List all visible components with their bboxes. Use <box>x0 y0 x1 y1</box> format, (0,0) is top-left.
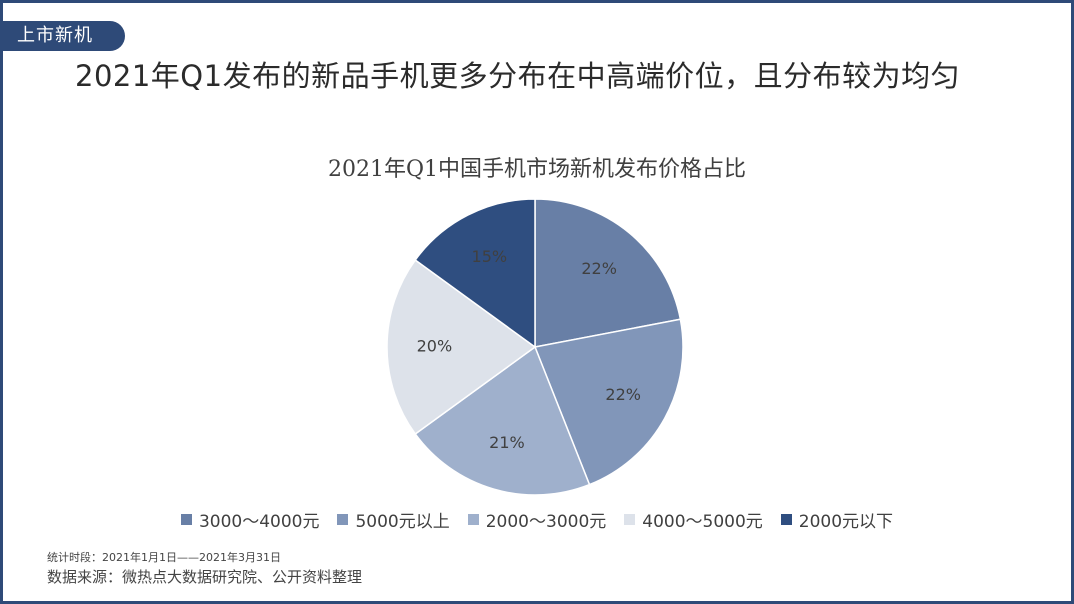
slice-data-label: 20% <box>417 337 453 356</box>
legend-item: 4000～5000元 <box>624 507 763 532</box>
legend-swatch <box>337 514 349 525</box>
legend-swatch <box>624 514 636 525</box>
legend-label: 2000～3000元 <box>485 512 607 532</box>
chart-title: 2021年Q1中国手机市场新机发布价格占比 <box>327 157 747 182</box>
slice-data-label: 21% <box>489 433 525 452</box>
legend-item: 3000～4000元 <box>180 507 320 532</box>
pie-slice <box>386 258 537 436</box>
legend-swatch <box>780 514 792 525</box>
legend-item: 2000～3000元 <box>467 507 607 532</box>
pie-slice <box>534 198 682 348</box>
pie-slice <box>414 345 591 496</box>
pie-slice <box>414 198 536 349</box>
legend-label: 4000～5000元 <box>642 512 763 532</box>
legend-label: 2000元以下 <box>798 512 894 532</box>
pie-chart: 22% 22% 21% 20% 15% <box>386 198 684 496</box>
footnote-period: 统计时段：2021年1月1日——2021年3月31日 <box>47 551 281 564</box>
legend-item: 2000元以下 <box>780 507 894 532</box>
slice-data-label: 15% <box>472 247 508 266</box>
legend-label: 3000～4000元 <box>198 512 320 532</box>
legend-swatch <box>180 514 192 525</box>
pie-slice <box>533 318 684 486</box>
legend-item: 5000元以上 <box>337 507 450 532</box>
chart-legend: 3000～4000元 5000元以上 2000～3000元 4000～5000元 200… <box>3 507 1071 532</box>
legend-label: 5000元以上 <box>355 512 450 532</box>
legend-swatch <box>467 514 479 525</box>
slice-data-label: 22% <box>605 385 641 404</box>
headline: 2021年Q1发布的新品手机更多分布在中高端价位，且分布较为均匀 <box>75 59 961 93</box>
slice-data-label: 22% <box>581 259 617 278</box>
section-tag: 上市新机 <box>3 21 125 51</box>
footnote-source: 数据来源：微热点大数据研究院、公开资料整理 <box>47 568 363 586</box>
